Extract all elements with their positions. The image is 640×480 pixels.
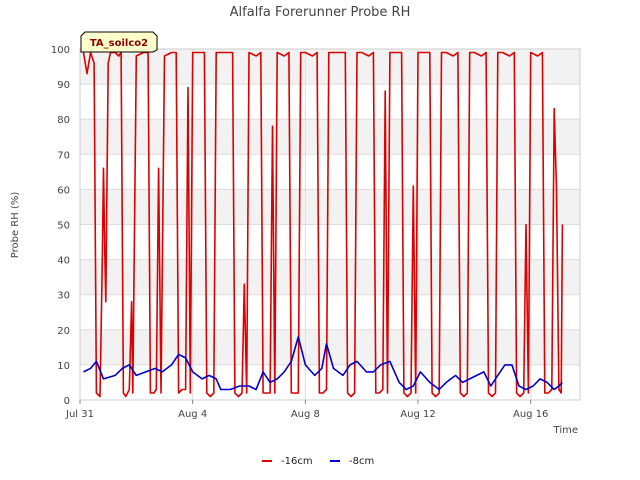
y-tick-label: 100 — [51, 45, 70, 56]
y-tick-label: 90 — [57, 80, 70, 91]
y-tick-label: 80 — [57, 115, 70, 126]
site-label-text: TA_soilco2 — [90, 38, 148, 49]
x-tick-label: Aug 8 — [291, 409, 320, 420]
y-tick-label: 30 — [57, 291, 70, 302]
series-layer — [82, 51, 564, 398]
legend-label: -16cm — [281, 456, 313, 467]
plot-area-frame — [79, 48, 581, 401]
y-tick-label: 10 — [57, 361, 70, 372]
series-line-16cmcm — [82, 51, 564, 398]
series-line-8cmcm — [83, 336, 563, 391]
y-tick-label: 60 — [57, 185, 70, 196]
background-band — [80, 119, 580, 155]
background-band — [80, 49, 580, 85]
legend: -16cm -8cm — [262, 456, 374, 467]
site-label-background — [80, 31, 158, 53]
x-tick-label: Aug 12 — [400, 409, 435, 420]
site-label-box: TA_soilco2 — [80, 31, 158, 53]
x-axis-ticks: Jul 31 Aug 4 Aug 8 Aug 12 Aug 16 — [65, 400, 548, 420]
y-tick-label: 50 — [57, 221, 70, 232]
x-tick-label: Aug 4 — [178, 409, 207, 420]
background-bands — [80, 49, 580, 365]
background-band — [80, 329, 580, 365]
x-tick-label: Aug 16 — [513, 409, 548, 420]
y-axis-title: Probe RH (%) — [10, 192, 21, 259]
x-tick-label: Jul 31 — [65, 409, 94, 420]
y-axis-ticks: 0 10 20 30 40 50 60 70 80 90 100 — [51, 45, 70, 407]
y-tick-label: 70 — [57, 150, 70, 161]
x-axis-title: Time — [553, 425, 578, 436]
y-tick-label: 20 — [57, 326, 70, 337]
legend-label: -8cm — [349, 456, 374, 467]
chart-title: Alfalfa Forerunner Probe RH — [230, 5, 411, 20]
background-band — [80, 189, 580, 225]
y-tick-label: 40 — [57, 256, 70, 267]
background-band — [80, 259, 580, 295]
y-tick-label: 0 — [64, 396, 70, 407]
